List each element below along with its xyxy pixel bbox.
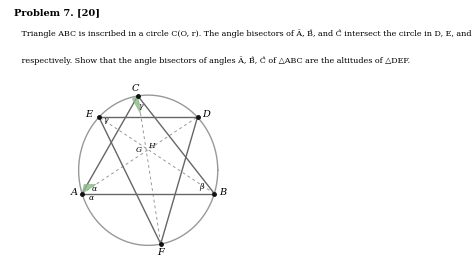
Text: γ: γ <box>103 116 108 124</box>
Polygon shape <box>82 184 96 194</box>
Text: A: A <box>70 188 77 197</box>
Text: β: β <box>200 183 204 191</box>
Text: H: H <box>148 142 155 150</box>
Text: α: α <box>91 185 97 193</box>
Text: respectively. Show that the angle bisectors of angles Ã, B̂, Ĉ of △ABC are the : respectively. Show that the angle bisect… <box>14 56 410 65</box>
Text: E: E <box>85 110 92 119</box>
Text: γ: γ <box>138 102 143 110</box>
Text: D: D <box>202 110 210 119</box>
Text: F: F <box>157 248 164 257</box>
Text: α: α <box>89 194 94 202</box>
Text: Triangle ABC is inscribed in a circle C(O, r). The angle bisectors of Ã, B̂, and: Triangle ABC is inscribed in a circle C(… <box>14 29 474 38</box>
Text: B: B <box>219 188 226 197</box>
Text: Problem 7. [20]: Problem 7. [20] <box>14 8 100 17</box>
Text: C: C <box>131 84 139 93</box>
Text: G: G <box>137 146 142 153</box>
Polygon shape <box>132 96 140 114</box>
